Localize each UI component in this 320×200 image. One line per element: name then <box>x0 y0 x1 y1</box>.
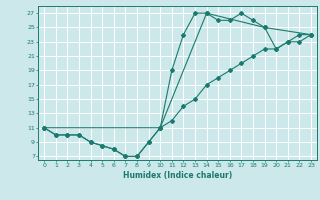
X-axis label: Humidex (Indice chaleur): Humidex (Indice chaleur) <box>123 171 232 180</box>
